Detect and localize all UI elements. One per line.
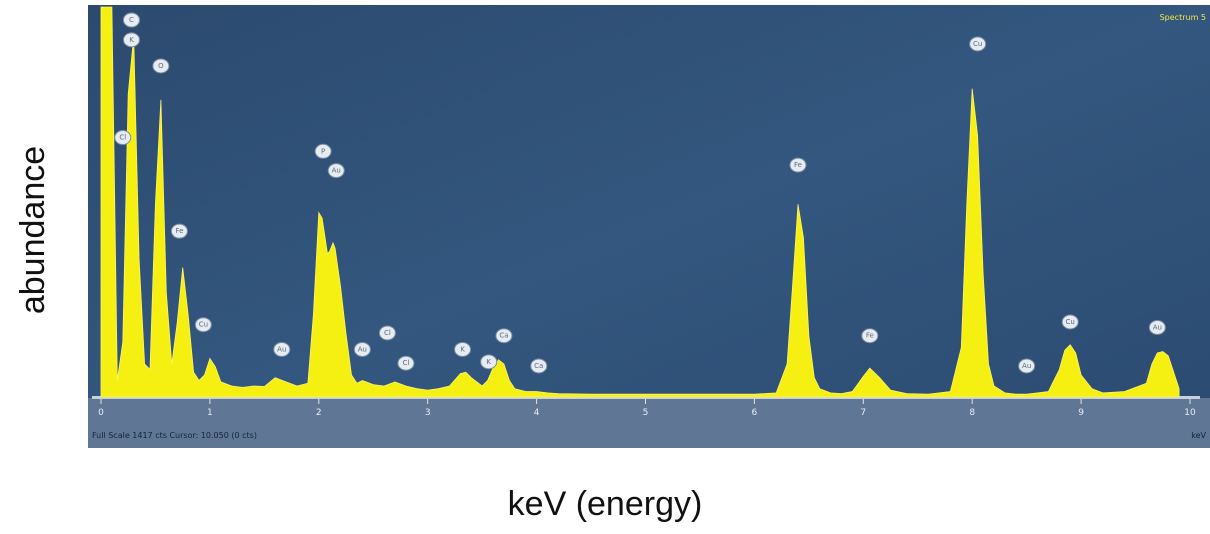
plot-panel [88, 5, 1210, 448]
peak-label-badge [314, 143, 332, 159]
peak-label-text: Au [277, 345, 286, 353]
peak-label-text: O [158, 62, 164, 70]
peak-label-text: C [129, 16, 134, 24]
unit-label: keV [1191, 431, 1206, 440]
peak-label-8: P [314, 143, 332, 159]
peak-label-text: Fe [866, 332, 874, 340]
x-tick-label-6: 6 [752, 408, 758, 418]
peak-label-14: Ca [495, 328, 513, 344]
x-tick-label-1: 1 [207, 408, 213, 418]
peak-label-text: Cu [973, 40, 982, 48]
peak-label-text: Ca [499, 332, 508, 340]
peak-label-text: Au [358, 345, 367, 353]
peak-label-7: Au [273, 341, 291, 357]
peak-label-9: Au [327, 163, 345, 179]
peak-label-17: Fe [789, 157, 807, 173]
peak-label-text: K [486, 358, 491, 366]
peak-label-4: Cl [114, 130, 132, 146]
x-tick-label-3: 3 [425, 408, 431, 418]
peak-label-text: K [129, 36, 134, 44]
peak-label-3: O [152, 58, 170, 74]
peak-label-6: Cu [194, 317, 212, 333]
peak-label-text: Au [1153, 323, 1162, 331]
peak-label-badge [194, 317, 212, 333]
peak-label-badge [122, 12, 140, 28]
peak-label-badge [1061, 314, 1079, 330]
peak-label-badge [353, 341, 371, 357]
x-axis-label: keV (energy) [508, 485, 703, 523]
peak-label-text: Cl [402, 359, 409, 367]
peak-label-22: Au [1148, 319, 1166, 335]
x-tick-label-8: 8 [969, 408, 975, 418]
status-text: Full Scale 1417 cts Cursor: 10.050 (0 ct… [92, 431, 257, 440]
peak-label-11: Cl [378, 325, 396, 341]
spectrum-label: Spectrum 5 [1160, 13, 1206, 22]
axis-baseline [92, 396, 1200, 399]
peak-label-badge [170, 223, 188, 239]
peak-label-text: Cu [1066, 318, 1075, 326]
peak-label-badge [454, 341, 472, 357]
x-tick-label-9: 9 [1078, 408, 1084, 418]
peak-label-badge [495, 328, 513, 344]
peak-label-badge [273, 341, 291, 357]
peak-label-badge [969, 36, 987, 52]
peak-label-badge [327, 163, 345, 179]
peak-label-15: K [480, 354, 498, 370]
peak-label-text: Cl [384, 329, 391, 337]
x-tick-label-7: 7 [860, 408, 866, 418]
peak-label-text: K [460, 345, 465, 353]
peak-label-text: Ca [534, 362, 543, 370]
peak-label-text: Cu [199, 321, 208, 329]
peak-label-2: K [122, 32, 140, 48]
peak-label-1: C [122, 12, 140, 28]
peak-label-5: Fe [170, 223, 188, 239]
peak-label-19: Cu [969, 36, 987, 52]
peak-label-text: Fe [175, 227, 183, 235]
peak-label-13: K [454, 341, 472, 357]
peak-label-text: P [321, 147, 325, 155]
x-tick-label-0: 0 [98, 408, 104, 418]
peak-label-text: Au [1022, 362, 1031, 370]
peak-label-badge [530, 358, 548, 374]
x-tick-label-10: 10 [1184, 408, 1196, 418]
peak-label-badge [789, 157, 807, 173]
peak-label-badge [378, 325, 396, 341]
peak-label-badge [861, 328, 879, 344]
y-axis-label: abundance [14, 146, 52, 314]
peak-label-text: Au [332, 167, 341, 175]
peak-label-16: Ca [530, 358, 548, 374]
peak-label-badge [480, 354, 498, 370]
x-tick-label-5: 5 [643, 408, 649, 418]
peak-label-badge [122, 32, 140, 48]
peak-label-badge [1148, 319, 1166, 335]
peak-label-badge [397, 355, 415, 371]
peak-label-21: Cu [1061, 314, 1079, 330]
peak-label-18: Fe [861, 328, 879, 344]
peak-label-badge [114, 130, 132, 146]
peak-label-10: Au [353, 341, 371, 357]
peak-label-text: Cl [119, 134, 126, 142]
peak-label-12: Cl [397, 355, 415, 371]
x-tick-label-2: 2 [316, 408, 322, 418]
peak-label-badge [152, 58, 170, 74]
x-tick-label-4: 4 [534, 408, 540, 418]
peak-label-text: Fe [794, 161, 802, 169]
peak-label-layer: CaCKOClFeCuAuPAuAuClClKCaKCaFeFeCuAuCuAu [114, 12, 1166, 374]
status-strip [88, 398, 1210, 448]
peak-label-badge [1018, 358, 1036, 374]
tick-layer: 0 1 2 3 4 5 6 7 8 9 10 [98, 399, 1196, 418]
peak-label-20: Au [1018, 358, 1036, 374]
